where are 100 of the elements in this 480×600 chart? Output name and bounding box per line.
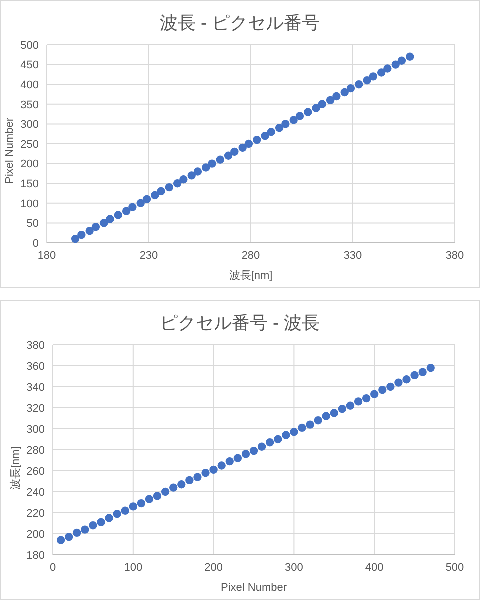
point [81,526,90,534]
y-tick-label: 250 [20,138,39,151]
point [216,156,224,164]
point [314,416,322,425]
x-tick-label: 300 [285,562,304,574]
point [392,60,400,69]
x-axis-title: Pixel Number [220,582,288,594]
point [354,398,363,406]
point [386,382,395,392]
y-tick-label: 350 [20,99,39,112]
point [106,215,114,224]
point [253,136,262,144]
point [226,457,234,466]
point [346,84,356,93]
y-tick-label: 280 [26,444,45,457]
point [298,424,306,432]
point [100,219,108,228]
point [180,176,188,184]
y-tick-label: 240 [26,486,45,499]
point [426,364,435,372]
point [142,195,152,204]
point [161,488,170,496]
y-tick-label: 500 [20,40,39,52]
point [355,80,364,89]
point [114,211,122,220]
point [188,172,196,180]
point [218,462,226,470]
point [137,499,146,508]
point [194,168,202,176]
point [406,52,414,61]
point [267,128,276,136]
point [369,72,378,81]
point [210,466,218,474]
point [290,428,298,436]
point [224,152,233,160]
point [92,223,100,232]
x-tick-label: 400 [365,562,384,574]
point [378,386,387,394]
point [338,404,347,414]
point [78,230,86,240]
point [238,144,247,152]
point [282,120,290,128]
x-tick-label: 200 [204,562,223,574]
y-tick-label: 150 [20,178,39,191]
chart-title: 波長 - ピクセル番号 [159,12,321,35]
point [394,378,403,387]
point [73,528,82,538]
point [304,108,312,116]
point [250,446,258,456]
point [266,438,274,447]
y-tick-label: 260 [26,466,45,478]
point [97,518,106,527]
y-tick-label: 400 [20,80,39,92]
point [170,484,178,492]
point [275,124,284,132]
point [346,402,355,410]
y-tick-label: 0 [32,238,39,250]
x-tick-label: 500 [446,562,464,574]
y-tick-label: 200 [26,528,45,541]
x-tick-label: 380 [446,250,464,262]
point [64,533,74,542]
point [296,112,304,120]
chart-title: ピクセル番号 - 波長 [159,312,321,335]
y-tick-label: 220 [26,508,45,520]
point [208,160,216,168]
point [326,96,335,105]
y-tick-label: 380 [26,340,45,352]
point [384,64,392,73]
point [56,536,66,544]
point [418,368,427,376]
point [202,164,210,172]
point [89,522,98,530]
point [261,132,270,140]
point [151,191,160,200]
point [242,450,250,458]
y-tick-label: 300 [20,119,39,132]
point [129,502,138,511]
point [244,140,254,148]
point [122,207,131,216]
point [402,376,411,384]
point [136,199,145,208]
point [178,480,186,489]
point [128,203,137,212]
point [318,100,326,108]
point [165,183,174,192]
point [153,492,162,500]
point [258,442,266,451]
point [340,88,349,97]
y-axis-title: 波長[nm] [8,446,22,490]
point [202,469,210,478]
point [234,454,242,462]
x-tick-label: 280 [242,250,260,262]
point [290,116,298,124]
y-tick-label: 50 [26,218,39,230]
y-tick-label: 180 [26,550,45,562]
point [121,506,130,515]
point [157,187,166,196]
point [71,234,80,243]
point [322,412,330,420]
point [194,473,202,482]
